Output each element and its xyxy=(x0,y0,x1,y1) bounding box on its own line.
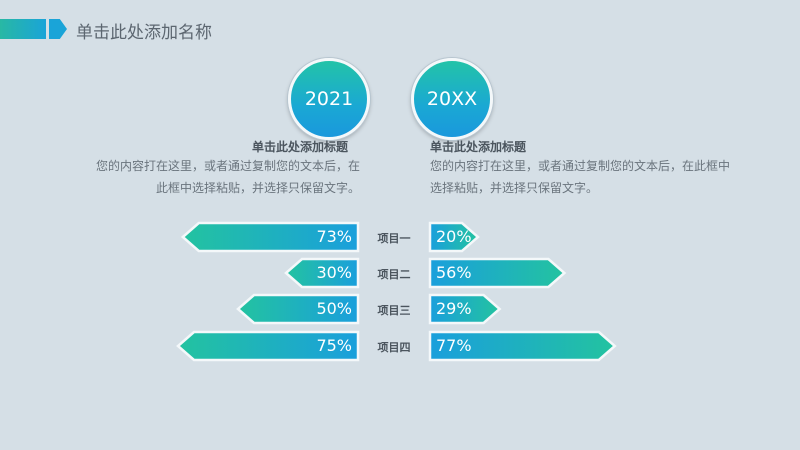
bar-right-value-4: 77% xyxy=(436,336,472,355)
bar-left-2 xyxy=(284,257,360,289)
block-body-right[interactable]: 您的内容打在这里，或者通过复制您的文本后，在此框中选择粘贴，并选择只保留文字。 xyxy=(430,159,731,195)
year-circle-left: 2021 xyxy=(288,58,370,140)
bar-left-value-4: 75% xyxy=(316,336,352,355)
bar-right-value-1: 20% xyxy=(436,227,472,246)
bar-left-value-2: 30% xyxy=(316,263,352,282)
bar-right-value-3: 29% xyxy=(436,299,472,318)
slide-title[interactable]: 单击此处添加名称 xyxy=(76,23,212,43)
block-title-left[interactable]: 单击此处添加标题 xyxy=(252,140,349,154)
bar-left-1 xyxy=(180,221,360,253)
bar-left-3 xyxy=(236,293,360,325)
category-label-1: 项目一 xyxy=(377,232,411,245)
category-label-2: 项目二 xyxy=(377,268,411,281)
block-body-left[interactable]: 您的内容打在这里，或者通过复制您的文本后，在此框中选择粘贴，并选择只保留文字。 xyxy=(95,159,360,195)
bar-right-value-2: 56% xyxy=(436,263,472,282)
year-circle-right: 20XX xyxy=(411,58,493,140)
bar-right-3 xyxy=(428,293,502,325)
bar-right-1 xyxy=(428,221,480,253)
header-accent-bar xyxy=(0,19,46,39)
block-title-right[interactable]: 单击此处添加标题 xyxy=(430,140,527,154)
header-arrow-icon xyxy=(49,19,67,39)
category-label-4: 项目四 xyxy=(377,341,411,354)
bar-right-4 xyxy=(428,330,617,362)
category-label-3: 项目三 xyxy=(377,304,411,317)
bar-left-value-3: 50% xyxy=(316,299,352,318)
bar-left-value-1: 73% xyxy=(316,227,352,246)
slide-header: 单击此处添加名称 xyxy=(0,14,400,44)
bar-right-2 xyxy=(428,257,567,289)
bar-left-4 xyxy=(176,330,360,362)
